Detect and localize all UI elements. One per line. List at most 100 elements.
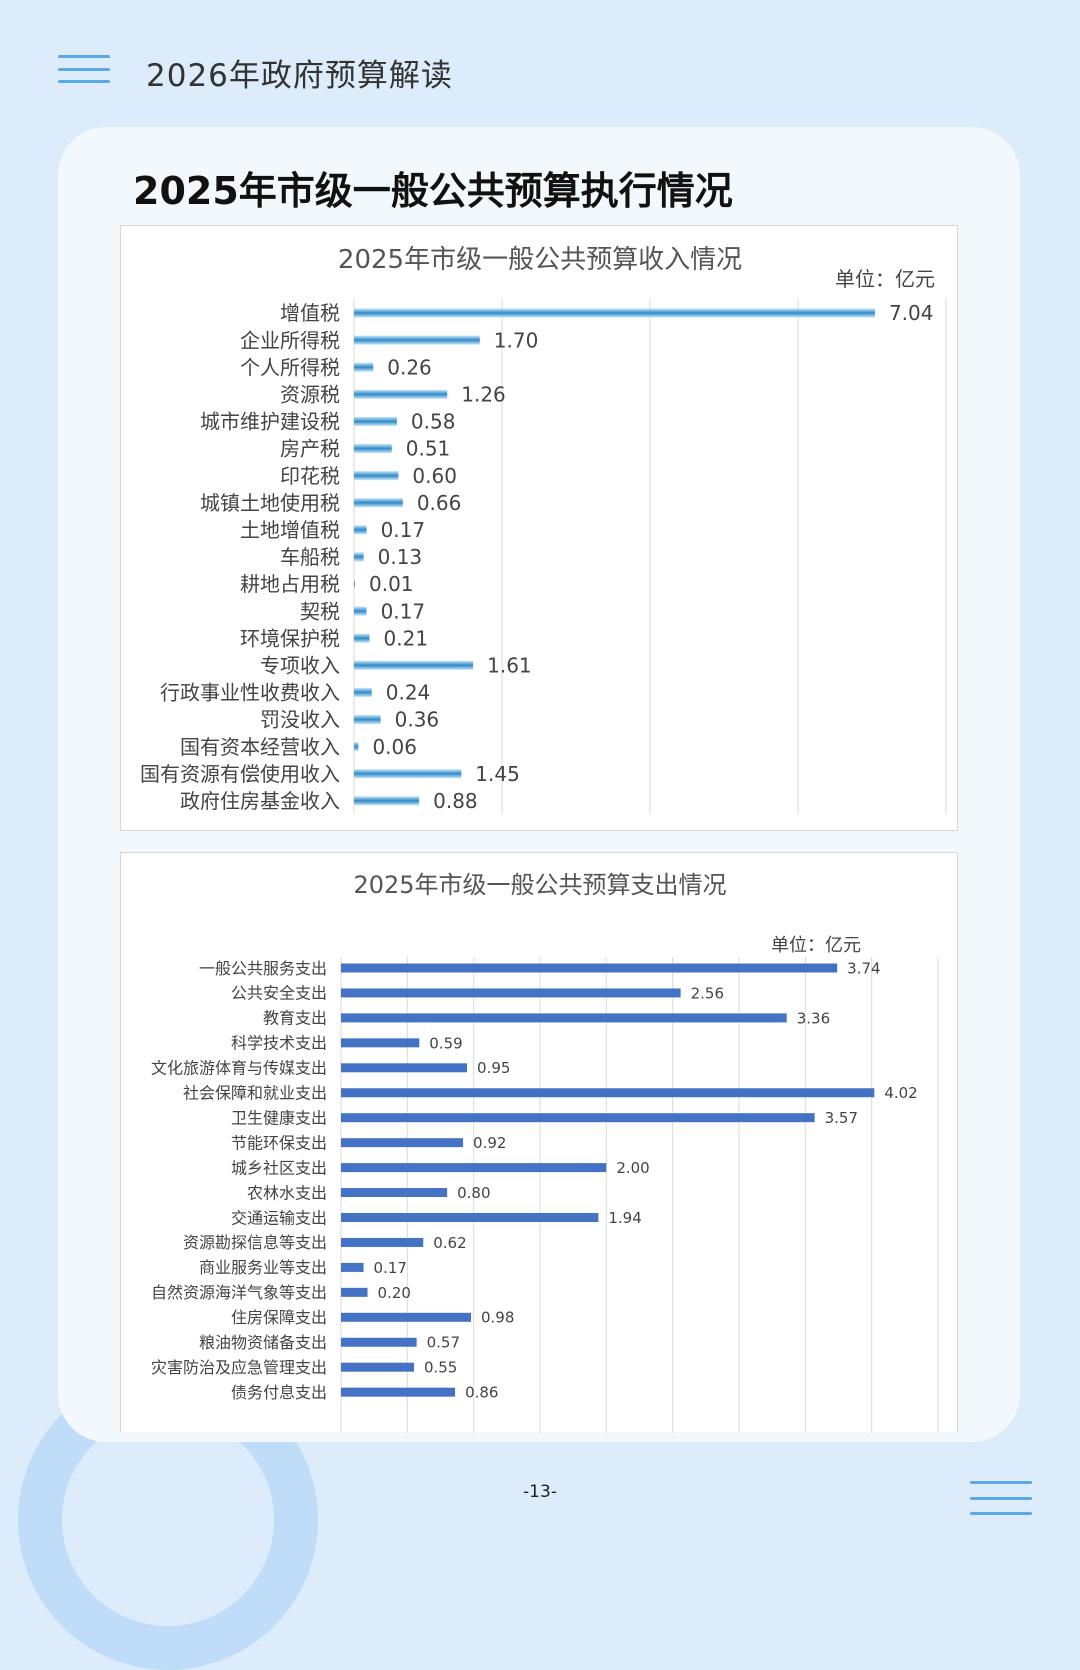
bar	[341, 1337, 417, 1347]
data-label: 0.59	[429, 1034, 462, 1052]
data-label: 0.06	[372, 735, 417, 759]
data-label: 0.24	[386, 681, 431, 705]
bar	[341, 1063, 468, 1073]
category-label: 资源勘探信息等支出	[183, 1233, 327, 1252]
bar	[341, 1113, 815, 1123]
data-label: 0.60	[412, 464, 457, 488]
chart-title: 2025年市级一般公共预算收入情况	[338, 245, 742, 275]
bar	[341, 1013, 787, 1023]
data-label: 0.17	[374, 1259, 407, 1277]
category-label: 教育支出	[263, 1009, 327, 1028]
expense-chart: 2025年市级一般公共预算支出情况单位：亿元一般公共服务支出 3.74 公共安全支出…	[120, 852, 958, 1433]
category-label: 农林水支出	[247, 1183, 327, 1202]
data-label: 1.61	[487, 654, 532, 678]
data-label: 3.57	[825, 1109, 858, 1127]
bar	[354, 579, 355, 589]
category-label: 科学技术支出	[231, 1034, 327, 1053]
category-label: 自然资源海洋气象等支出	[151, 1283, 327, 1302]
data-label: 0.98	[481, 1309, 514, 1327]
data-label: 7.04	[889, 301, 934, 325]
bar	[354, 742, 359, 752]
bar	[354, 308, 875, 318]
category-label: 社会保障和就业支出	[183, 1084, 327, 1103]
bar	[354, 471, 399, 481]
bar	[354, 552, 364, 562]
category-label: 文化旅游体育与传媒支出	[151, 1059, 327, 1078]
category-label: 个人所得税	[240, 355, 340, 379]
menu-line	[58, 67, 110, 71]
bar	[354, 633, 370, 643]
data-label: 0.17	[381, 518, 426, 542]
bar	[341, 1362, 414, 1372]
data-label: 2.00	[616, 1159, 649, 1177]
category-label: 灾害防治及应急管理支出	[151, 1358, 327, 1377]
category-label: 商业服务业等支出	[199, 1258, 327, 1277]
category-label: 契税	[300, 599, 340, 623]
category-label: 节能环保支出	[231, 1133, 327, 1152]
category-label: 资源税	[280, 383, 340, 407]
data-label: 3.74	[847, 959, 880, 977]
category-label: 城镇土地使用税	[200, 491, 340, 515]
bar	[354, 769, 462, 779]
menu-line	[970, 1481, 1032, 1484]
data-label: 4.02	[884, 1084, 917, 1102]
bar	[341, 1287, 368, 1297]
bar	[341, 1237, 424, 1247]
data-label: 1.26	[461, 383, 506, 407]
bar	[341, 988, 681, 998]
bar	[341, 1213, 599, 1222]
bar	[354, 416, 397, 426]
bar	[354, 498, 403, 508]
data-label: 2.56	[691, 984, 724, 1002]
category-label: 一般公共服务支出	[199, 959, 327, 978]
category-label: 卫生健康支出	[231, 1108, 327, 1127]
data-label: 0.13	[378, 545, 423, 569]
category-label: 印花税	[280, 464, 340, 488]
category-label: 增值税	[280, 301, 340, 325]
bar	[354, 525, 367, 535]
header-title: 2026年政府预算解读	[146, 58, 453, 94]
category-label: 城市维护建设税	[200, 410, 340, 434]
bar	[354, 362, 374, 372]
menu-icon[interactable]	[58, 55, 110, 83]
data-label: 0.21	[384, 626, 429, 650]
unit-label: 单位：亿元	[771, 935, 861, 956]
bar	[354, 660, 474, 670]
bar	[341, 1138, 464, 1148]
data-label: 0.92	[473, 1134, 506, 1152]
bar	[341, 1312, 472, 1322]
data-label: 0.66	[417, 491, 462, 515]
bar	[354, 444, 392, 453]
data-label: 0.58	[411, 410, 456, 434]
data-label: 0.62	[433, 1234, 466, 1252]
menu-icon[interactable]	[970, 1481, 1032, 1515]
bar	[354, 715, 381, 724]
section-title: 2025年市级一般公共预算执行情况	[133, 169, 733, 213]
category-label: 专项收入	[260, 654, 340, 678]
menu-line	[970, 1512, 1032, 1515]
category-label: 耕地占用税	[240, 572, 340, 596]
category-label: 车船税	[280, 545, 340, 569]
data-label: 3.36	[797, 1009, 830, 1027]
chart-title: 2025年市级一般公共预算支出情况	[353, 871, 726, 899]
data-label: 0.80	[457, 1184, 490, 1202]
category-label: 债务付息支出	[231, 1383, 327, 1402]
bar	[341, 1088, 875, 1098]
category-label: 国有资源有偿使用收入	[140, 762, 340, 786]
bar	[354, 389, 448, 399]
bar	[341, 1188, 448, 1198]
data-label: 0.51	[406, 437, 451, 461]
page-number: -13-	[523, 1482, 557, 1502]
menu-line	[58, 55, 110, 58]
category-label: 行政事业性收费收入	[160, 681, 340, 705]
data-label: 1.94	[608, 1209, 641, 1227]
category-label: 政府住房基金收入	[180, 789, 340, 813]
category-label: 土地增值税	[240, 518, 340, 542]
unit-label: 单位：亿元	[835, 267, 935, 291]
data-label: 1.45	[475, 762, 520, 786]
data-label: 0.86	[465, 1384, 498, 1402]
bar	[341, 1038, 420, 1048]
category-label: 公共安全支出	[231, 984, 327, 1003]
